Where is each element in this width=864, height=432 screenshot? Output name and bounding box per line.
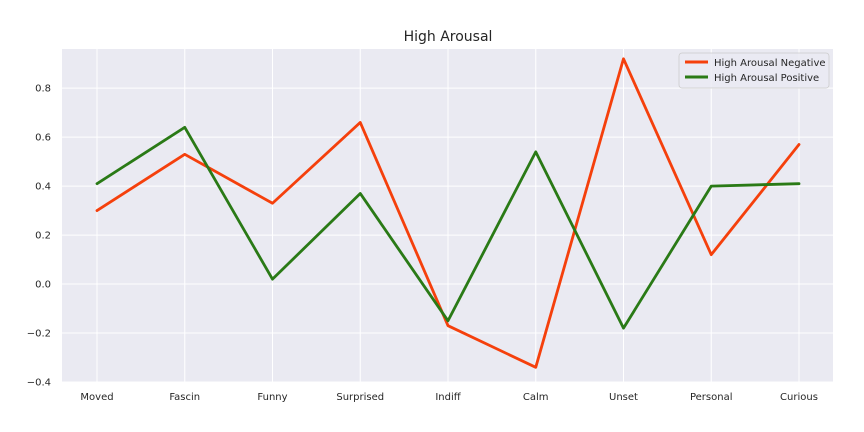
chart-title: High Arousal xyxy=(404,29,493,45)
legend-label-negative: High Arousal Negative xyxy=(714,58,826,69)
y-tick-label: 0.6 xyxy=(35,133,51,144)
x-tick-label: Curious xyxy=(780,392,818,403)
y-tick-label: 0.4 xyxy=(35,182,51,193)
grid-lines xyxy=(62,49,833,383)
x-axis-ticks: Moved Fascin Funny Surprised Indiff Calm Unset… xyxy=(80,392,818,403)
y-axis-ticks: −0.4 −0.2 0.0 0.2 0.4 0.6 0.8 xyxy=(27,84,51,389)
y-tick-label: −0.4 xyxy=(27,378,51,389)
x-tick-label: Fascin xyxy=(169,392,200,403)
x-tick-label: Personal xyxy=(690,392,733,403)
series-lines xyxy=(95,57,801,369)
x-tick-label: Funny xyxy=(257,392,287,403)
x-tick-label: Indiff xyxy=(435,392,461,403)
legend: High Arousal Negative High Arousal Posit… xyxy=(678,52,830,89)
y-tick-label: −0.2 xyxy=(27,329,51,340)
x-tick-label: Unset xyxy=(609,392,638,403)
y-tick-label: 0.0 xyxy=(35,280,51,291)
legend-label-positive: High Arousal Positive xyxy=(714,73,819,84)
y-tick-label: 0.2 xyxy=(35,231,51,242)
legend-box xyxy=(678,52,830,89)
y-tick-label: 0.8 xyxy=(35,84,51,95)
x-tick-label: Surprised xyxy=(336,392,384,403)
x-tick-label: Moved xyxy=(80,392,113,403)
x-tick-label: Calm xyxy=(523,392,549,403)
